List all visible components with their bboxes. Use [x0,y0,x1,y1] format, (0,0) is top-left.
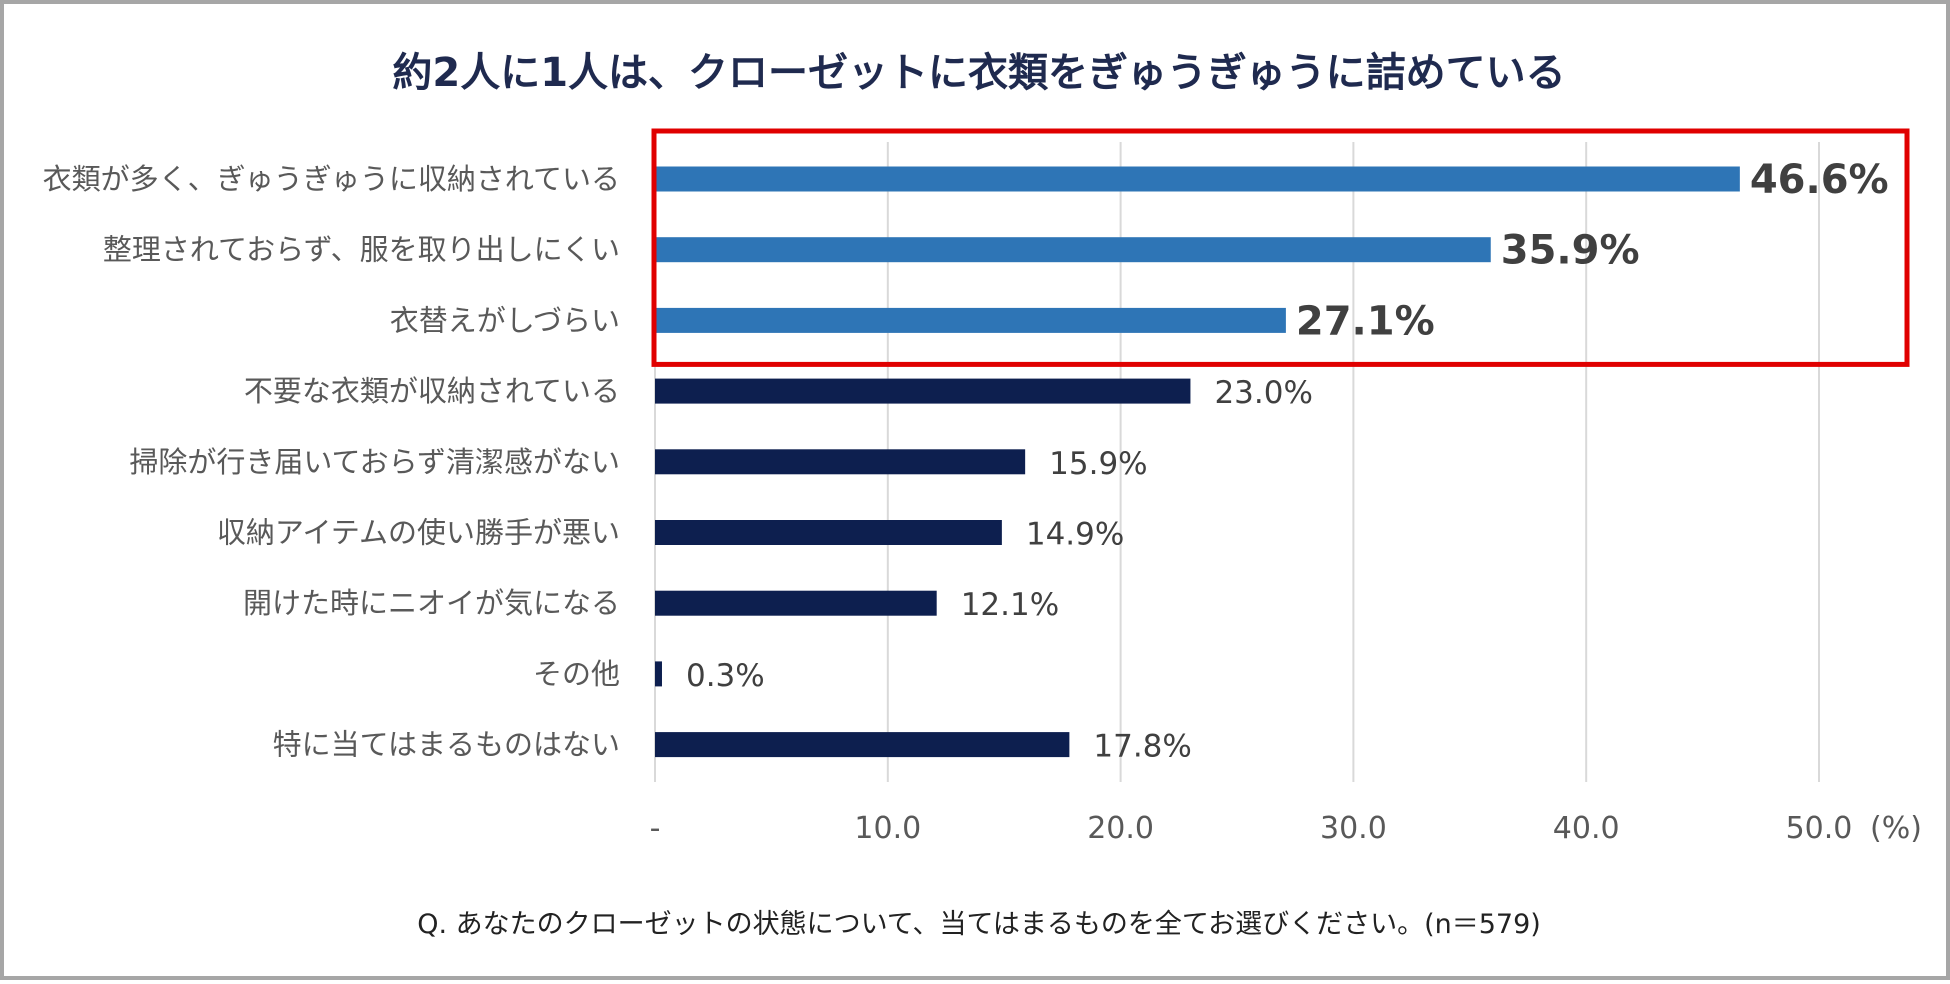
category-label: 衣替えがしづらい [390,303,620,337]
data-label: 27.1% [1296,298,1435,344]
data-label: 14.9% [1026,517,1124,553]
bar [655,590,937,616]
x-tick-label: - [650,811,661,846]
category-label: 衣類が多く、ぎゅうぎゅうに収納されている [43,162,620,196]
category-label: 特に当てはまるものはない [273,728,620,762]
category-label: 収納アイテムの使い勝手が悪い [217,516,620,550]
highlight-box [651,128,1910,367]
x-axis-unit-label: (%) [1870,811,1922,846]
category-label: その他 [533,657,620,691]
category-label: 掃除が行き届いておらず清潔感がない [129,445,620,479]
bar [655,661,662,687]
bar [655,449,1026,475]
data-label: 15.9% [1049,446,1147,482]
data-label: 23.0% [1214,375,1312,411]
x-tick-label: 30.0 [1320,811,1387,846]
data-label: 46.6% [1750,157,1889,203]
data-label: 0.3% [686,658,765,694]
bar [655,166,1740,192]
bar [655,307,1286,333]
bar [655,378,1191,404]
data-label: 17.8% [1093,729,1191,765]
bar-chart: - 10.0 20.0 30.0 40.0 50.0 (%) 衣類が多く、ぎゅうぎゅうに収納さ… [43,128,1922,846]
data-label: 12.1% [961,587,1059,623]
bar [655,237,1491,263]
bar [655,732,1070,758]
x-tick-label: 50.0 [1786,811,1853,846]
x-tick-label: 10.0 [854,811,921,846]
x-tick-label: 40.0 [1553,811,1620,846]
bar [655,520,1002,545]
category-label: 整理されておらず、服を取り出しにくい [103,233,620,267]
category-label: 不要な衣類が収納されている [244,374,620,408]
category-label: 開けた時にニオイが気になる [243,586,620,620]
data-label: 35.9% [1501,228,1640,274]
chart-title: 約2人に1人は、クローゼットに衣類をぎゅうぎゅうに詰めている [392,50,1566,96]
footnote: Q. あなたのクローゼットの状態について、当てはまるものを全てお選びください。(… [417,909,1541,940]
x-tick-label: 20.0 [1087,811,1154,846]
